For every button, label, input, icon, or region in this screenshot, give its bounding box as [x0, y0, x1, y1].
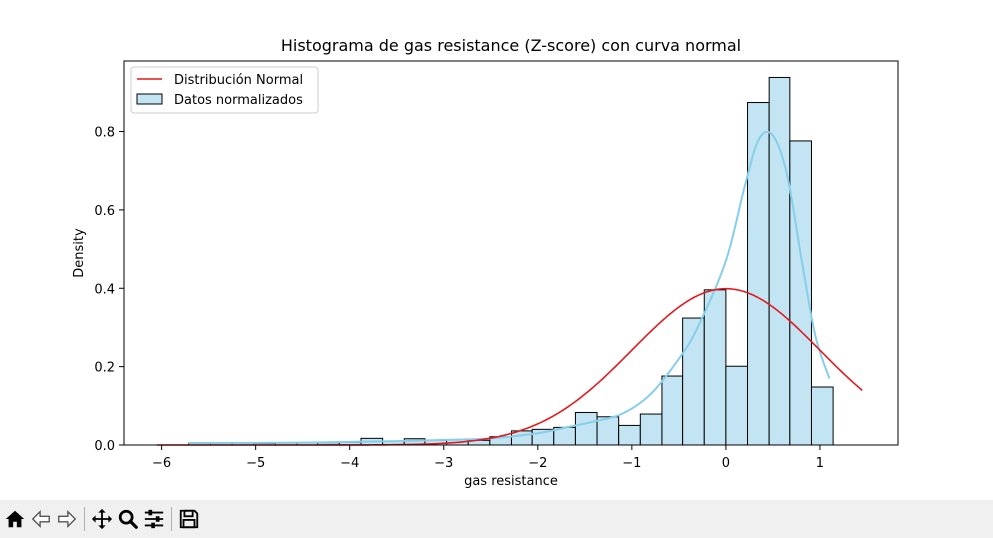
chart-title: Histograma de gas resistance (Z-score) c… — [281, 36, 741, 55]
x-tick-label: −2 — [528, 456, 547, 471]
y-tick-label: 0.4 — [94, 282, 115, 297]
histogram-bar — [574, 411, 598, 446]
zoom-icon — [118, 509, 138, 529]
legend-label-data: Datos normalizados — [174, 93, 303, 108]
pan-icon — [91, 508, 113, 530]
x-axis-label: gas resistance — [464, 474, 558, 489]
home-icon — [5, 510, 25, 528]
back-button[interactable] — [28, 504, 54, 534]
x-tick-label: −5 — [246, 456, 265, 471]
forward-button[interactable] — [54, 504, 80, 534]
chart: Histograma de gas resistance (Z-score) c… — [72, 36, 899, 489]
x-tick-label: −3 — [434, 456, 453, 471]
histogram-bar — [747, 102, 770, 446]
axes-frame — [123, 60, 899, 446]
x-tick-label: −1 — [622, 456, 641, 471]
toolbar-separator — [84, 507, 85, 531]
toolbar-separator — [171, 507, 172, 531]
histogram-bar — [703, 289, 727, 446]
legend-patch-data — [136, 93, 163, 105]
histogram-bar — [661, 375, 684, 446]
y-tick-label: 0.2 — [94, 361, 115, 376]
configure-subplots-button[interactable] — [141, 504, 167, 534]
home-button[interactable] — [2, 504, 28, 534]
y-axis-label: Density — [72, 228, 87, 278]
x-tick-label: −6 — [152, 456, 171, 471]
x-tick-label: −4 — [340, 456, 359, 471]
histogram-bar — [810, 386, 834, 446]
legend: Distribución Normal Datos normalizados — [130, 66, 319, 114]
configure-subplots-icon — [144, 509, 164, 529]
y-tick-label: 0.8 — [94, 126, 115, 141]
histogram-bar — [768, 76, 791, 446]
x-tick-label: 1 — [816, 456, 824, 471]
x-tick-label: 0 — [722, 456, 730, 471]
zoom-button[interactable] — [115, 504, 141, 534]
save-button[interactable] — [176, 504, 202, 534]
y-tick-label: 0.0 — [94, 439, 115, 454]
forward-icon — [58, 510, 77, 528]
toolbar — [0, 500, 993, 538]
histogram-bar — [725, 365, 749, 446]
pan-button[interactable] — [89, 504, 115, 534]
kde-curve — [188, 130, 831, 445]
figure: Histograma de gas resistance (Z-score) c… — [72, 36, 899, 489]
back-icon — [31, 510, 50, 528]
legend-label-normal: Distribución Normal — [174, 73, 303, 88]
histogram-bar — [618, 424, 641, 446]
y-tick-label: 0.6 — [94, 204, 115, 219]
save-icon — [179, 509, 199, 529]
histogram-bar — [639, 413, 663, 446]
